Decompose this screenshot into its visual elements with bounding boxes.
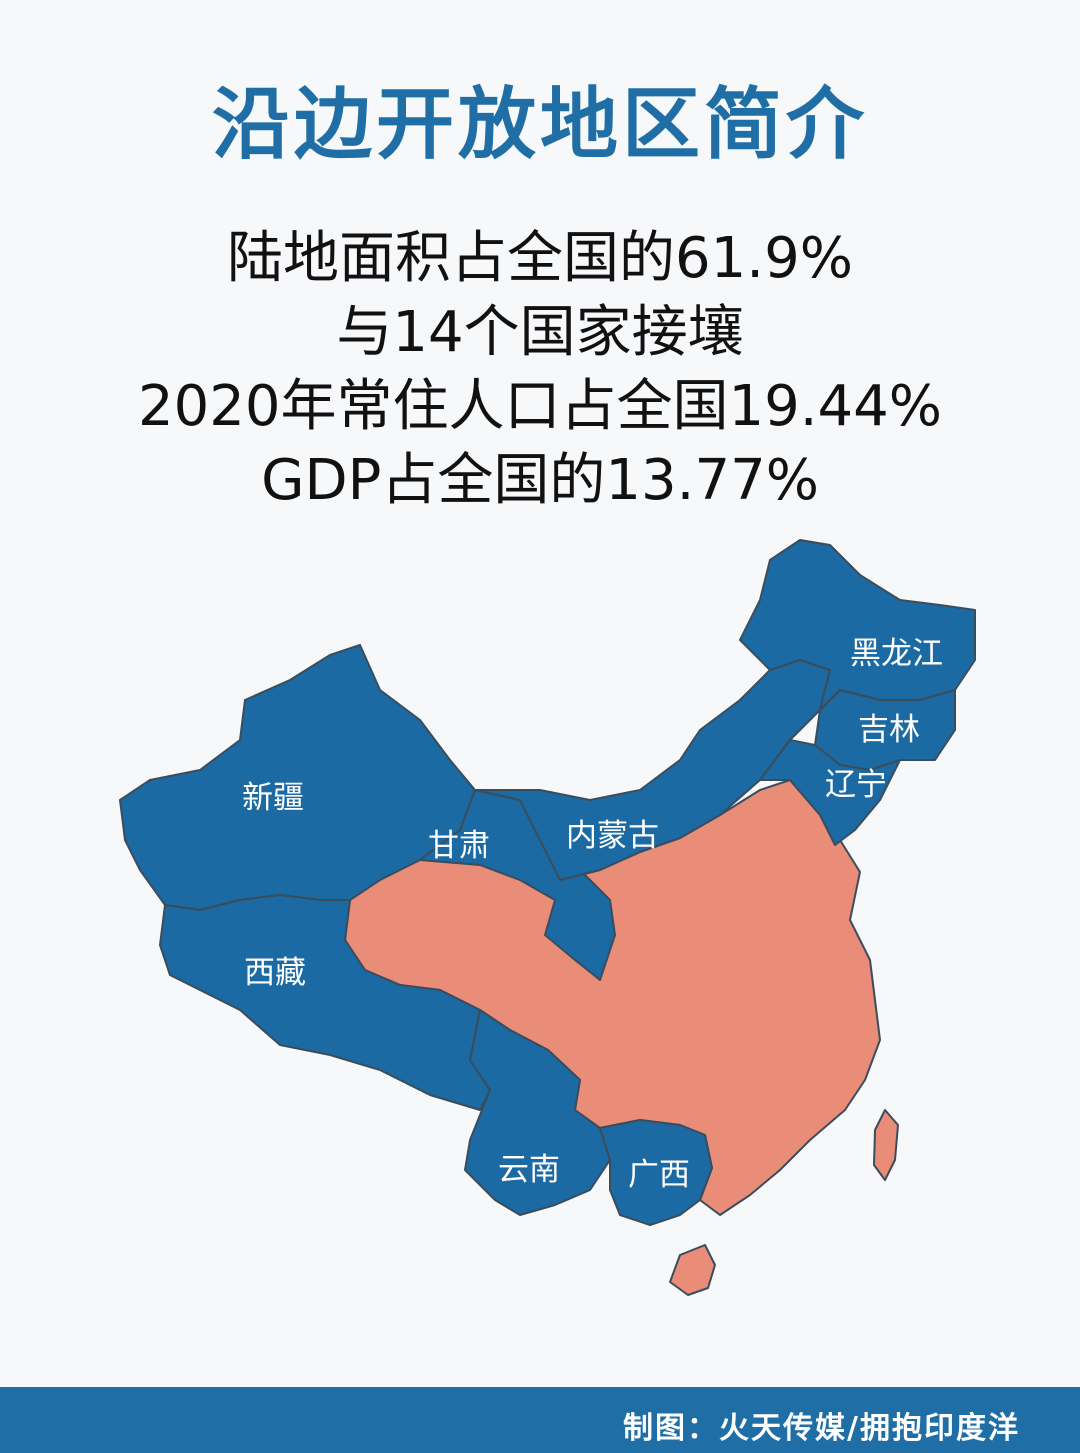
label-gansu: 甘肃 bbox=[428, 828, 490, 864]
footer-bar: 制图：火天传媒/拥抱印度洋 bbox=[0, 1387, 1080, 1453]
stat-population: 2020年常住人口占全国19.44% bbox=[137, 374, 943, 439]
stats-block: 陆地面积占全国的61.9% 与14个国家接壤 2020年常住人口占全国19.44… bbox=[0, 222, 1080, 518]
label-liaoning: 辽宁 bbox=[825, 767, 887, 803]
label-xinjiang: 新疆 bbox=[242, 780, 304, 816]
stat-gdp: GDP占全国的13.77% bbox=[261, 448, 819, 513]
footer-credit: 制图：火天传媒/拥抱印度洋 bbox=[623, 1411, 1020, 1446]
page-title: 沿边开放地区简介 bbox=[211, 80, 868, 170]
label-yunnan: 云南 bbox=[498, 1152, 560, 1188]
label-heilongjiang: 黑龙江 bbox=[850, 636, 943, 672]
region-yunnan bbox=[464, 1009, 611, 1216]
stat-bordering-countries: 与14个国家接壤 bbox=[336, 300, 744, 365]
label-xizang: 西藏 bbox=[244, 955, 306, 991]
label-guangxi: 广西 bbox=[628, 1157, 690, 1193]
region-guangxi bbox=[599, 1119, 713, 1226]
region-liaoning bbox=[759, 739, 901, 846]
label-jilin: 吉林 bbox=[858, 712, 920, 748]
taiwan-island bbox=[873, 1109, 899, 1181]
hainan-island bbox=[669, 1244, 716, 1296]
stat-land-area: 陆地面积占全国的61.9% bbox=[227, 226, 853, 291]
label-neimenggu: 内蒙古 bbox=[566, 818, 659, 854]
china-map: 黑龙江 吉林 辽宁 新疆 甘肃 内蒙古 西藏 云南 广西 bbox=[100, 520, 1000, 1320]
